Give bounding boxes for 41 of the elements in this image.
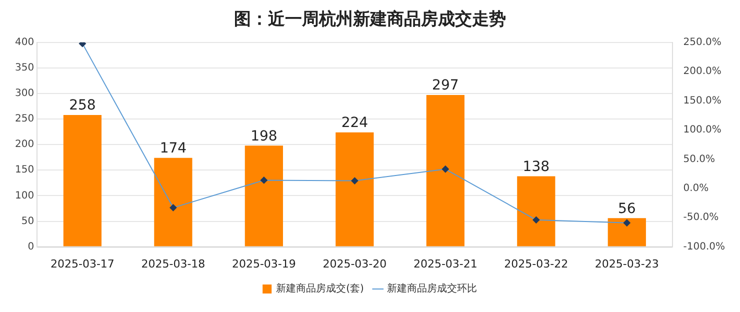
y-tick-label: 250 (14, 114, 34, 125)
y2-tick-label: 200.0% (683, 66, 722, 78)
legend-label: 新建商品房成交环比 (386, 282, 477, 295)
y-tick-label: 200 (14, 139, 34, 150)
legend-label: 新建商品房成交(套) (276, 282, 364, 295)
y-tick-label: 50 (21, 216, 34, 227)
y2-tick-label: 100.0% (683, 124, 722, 136)
y-tick-label: 350 (14, 62, 34, 74)
y2-tick-label: 250.0% (683, 36, 722, 48)
y-tick-label: 150 (14, 164, 34, 176)
data-label: 198 (250, 128, 278, 144)
x-tick-label: 2025-03-21 (413, 257, 478, 270)
bar (154, 158, 192, 246)
y-tick-label: 100 (14, 190, 34, 202)
y-tick-label: 0 (28, 241, 34, 252)
y2-tick-label: 0.0% (683, 182, 709, 194)
bar (63, 114, 102, 246)
y-tick-label: 300 (14, 88, 34, 100)
data-label: 138 (522, 158, 550, 175)
bar (426, 95, 464, 246)
data-label: 297 (432, 78, 459, 94)
data-label: 56 (618, 200, 636, 217)
y2-tick-label: -100.0% (683, 241, 726, 252)
y-tick-label: 400 (14, 36, 34, 48)
x-tick-label: 2025-03-19 (232, 257, 296, 270)
y2-tick-label: 150.0% (683, 95, 722, 106)
bar (244, 146, 283, 246)
data-label: 258 (69, 98, 96, 114)
x-tick-label: 2025-03-22 (504, 257, 568, 270)
y2-tick-label: 50.0% (683, 154, 716, 165)
x-tick-label: 2025-03-17 (50, 257, 114, 270)
bar (336, 132, 374, 246)
chart-title: 图：近一周杭州新建商品房成交走势 (234, 10, 506, 30)
x-tick-label: 2025-03-23 (594, 257, 659, 270)
bar (517, 176, 556, 246)
x-tick-label: 2025-03-20 (322, 257, 387, 270)
data-label: 174 (160, 140, 187, 157)
x-tick-label: 2025-03-18 (141, 257, 206, 270)
y2-tick-label: -50.0% (683, 212, 719, 224)
data-label: 224 (341, 114, 368, 131)
bar (608, 218, 646, 246)
